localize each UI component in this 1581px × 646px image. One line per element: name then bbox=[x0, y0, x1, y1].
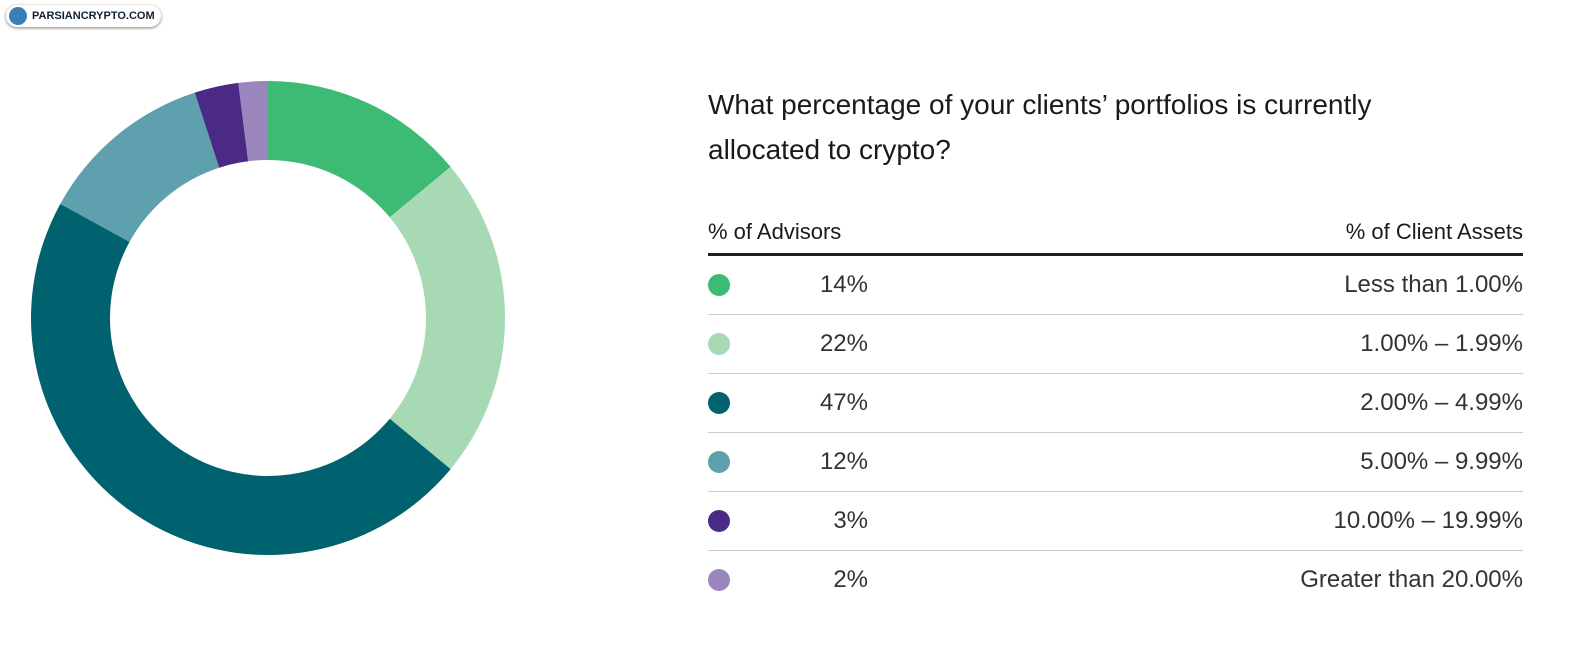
donut-segment bbox=[238, 81, 268, 162]
watermark-icon bbox=[9, 7, 27, 25]
donut-segment bbox=[268, 81, 451, 218]
value-label: 3% bbox=[833, 507, 868, 534]
legend-swatch bbox=[708, 333, 730, 355]
value-label: 47% bbox=[819, 389, 868, 416]
chart-title: What percentage of your clients’ portfol… bbox=[708, 89, 1372, 165]
value-header: % of Advisors bbox=[708, 219, 842, 244]
donut-segment bbox=[60, 92, 220, 242]
watermark-text: PARSIANCRYPTO.COM bbox=[32, 10, 155, 22]
value-label: 22% bbox=[819, 330, 868, 357]
value-label: 2% bbox=[833, 566, 868, 593]
legend-row: 47% 2.00% – 4.99% bbox=[708, 374, 1523, 433]
legend-row: 3% 10.00% – 19.99% bbox=[708, 492, 1523, 551]
category-label: 2.00% – 4.99% bbox=[1360, 389, 1523, 416]
legend-swatch bbox=[708, 451, 730, 473]
category-label: Greater than 20.00% bbox=[1300, 566, 1523, 593]
legend-swatch bbox=[708, 274, 730, 296]
legend-row: 2% Greater than 20.00% bbox=[708, 551, 1523, 609]
category-label: Less than 1.00% bbox=[1344, 271, 1523, 298]
legend-table: % of Advisors % of Client Assets 14% Less… bbox=[708, 212, 1523, 609]
category-label: 10.00% – 19.99% bbox=[1333, 507, 1523, 534]
donut-segment bbox=[31, 203, 451, 555]
legend-row: 12% 5.00% – 9.99% bbox=[708, 433, 1523, 492]
table-header: % of Advisors % of Client Assets bbox=[708, 212, 1523, 256]
legend-row: 22% 1.00% – 1.99% bbox=[708, 315, 1523, 374]
legend-swatch bbox=[708, 392, 730, 414]
category-label: 5.00% – 9.99% bbox=[1360, 448, 1523, 475]
donut-chart bbox=[31, 81, 505, 555]
value-label: 14% bbox=[819, 271, 868, 298]
donut-segment bbox=[389, 166, 505, 470]
legend-row: 14% Less than 1.00% bbox=[708, 256, 1523, 315]
legend-swatch bbox=[708, 510, 730, 532]
category-header: % of Client Assets bbox=[1345, 219, 1523, 244]
watermark: PARSIANCRYPTO.COM bbox=[6, 5, 161, 27]
category-label: 1.00% – 1.99% bbox=[1360, 330, 1523, 357]
legend-swatch bbox=[708, 569, 730, 591]
value-label: 12% bbox=[819, 448, 868, 475]
donut-segment bbox=[194, 82, 249, 168]
